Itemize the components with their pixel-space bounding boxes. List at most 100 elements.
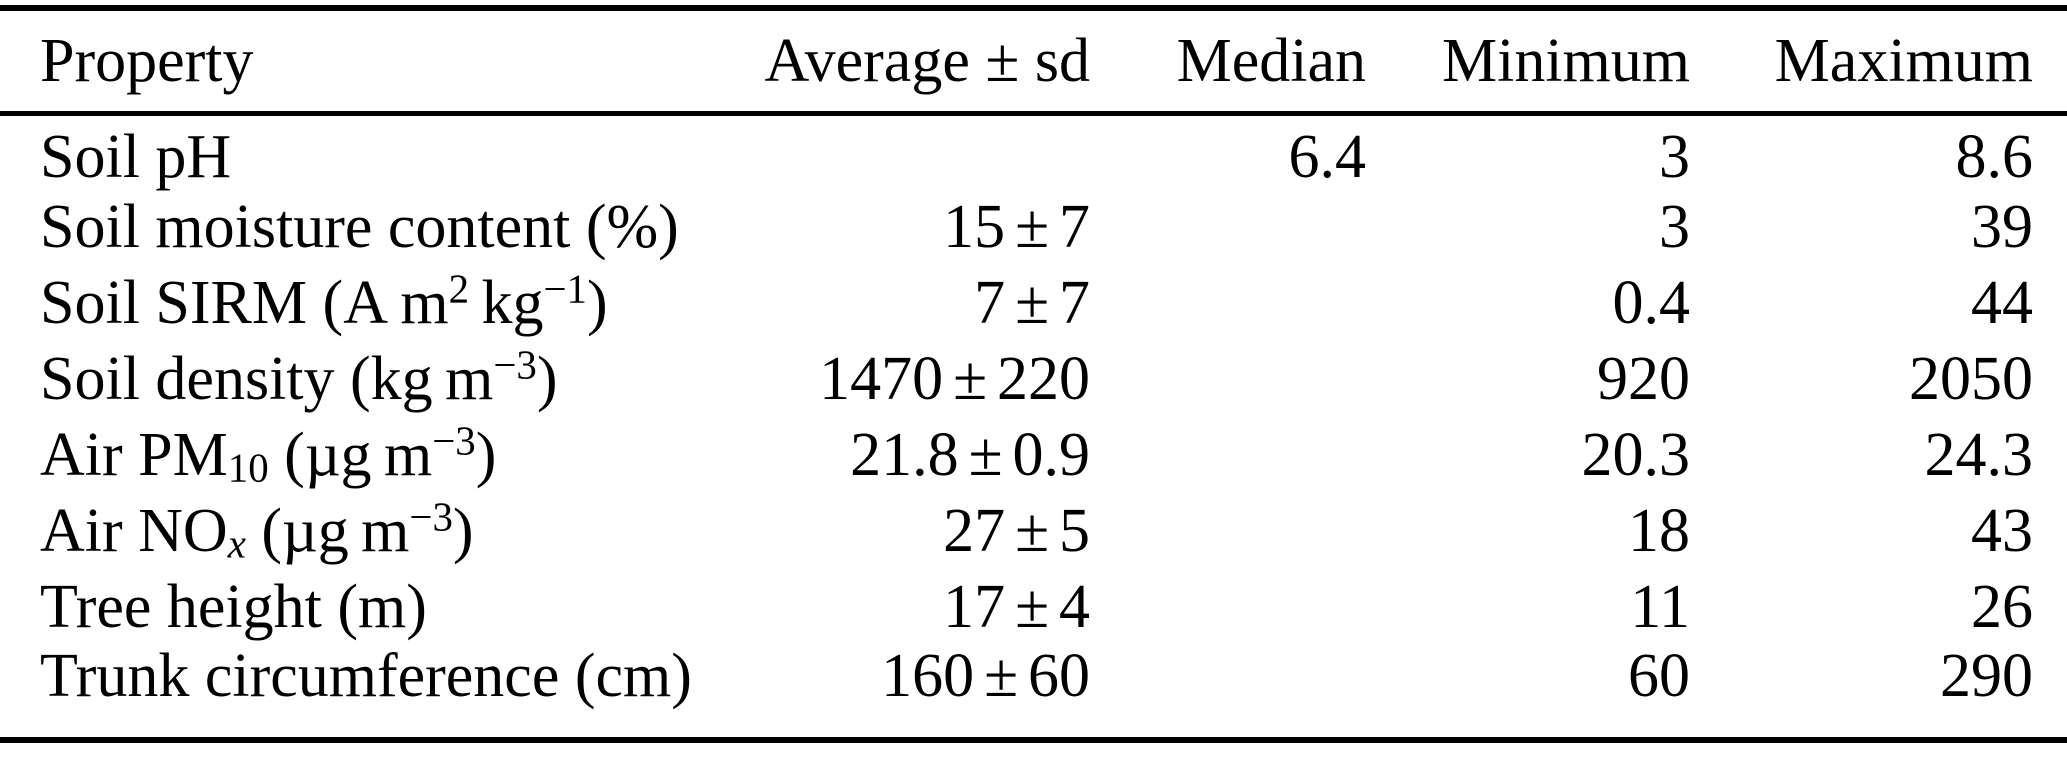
average-cell: 160 ±60 (740, 645, 1090, 740)
plus-minus: ± (1015, 573, 1050, 641)
average-value: 21.8 (850, 421, 959, 489)
minimum-cell: 920 (1597, 345, 1690, 413)
minimum-cell: 3 (1659, 123, 1690, 192)
plus-minus: ± (1015, 269, 1050, 337)
minimum-cell: 3 (1659, 193, 1690, 261)
median-cell (1090, 645, 1366, 740)
plus-minus: ± (953, 345, 988, 413)
superscript: −3 (493, 342, 537, 388)
maximum-cell: 290 (1940, 642, 2033, 710)
average-cell: 27 ±5 (740, 493, 1090, 569)
table-row: Soil pH 6.4 3 8.6 (0, 113, 2067, 189)
plus-minus: ± (1015, 193, 1050, 261)
average-value: 27 (943, 497, 1006, 565)
property-cell: Air PM10 (µg m−3) (0, 417, 740, 493)
table-row: Air NOx (µg m−3) 27 ±5 18 43 (0, 493, 2067, 569)
average-value: 160 (881, 642, 975, 710)
property-text: ) (452, 497, 474, 565)
header-row: Property Average ± sd Median Minimum Max… (0, 8, 2067, 113)
table-row: Soil density (kg m−3) 1470 ±220 920 2050 (0, 341, 2067, 417)
sd-value: 7 (1059, 193, 1090, 261)
property-text: ) (475, 421, 497, 489)
median-cell (1090, 569, 1366, 645)
maximum-cell: 2050 (1909, 345, 2033, 413)
sd-value: 7 (1059, 269, 1090, 337)
average-cell: 1470 ±220 (740, 341, 1090, 417)
property-cell: Soil moisture content (%) (0, 189, 740, 265)
paper-table-figure: Property Average ± sd Median Minimum Max… (0, 5, 2067, 743)
sd-value: 4 (1059, 573, 1090, 641)
average-cell: 7 ±7 (740, 265, 1090, 341)
subscript: x (227, 521, 246, 567)
superscript: −3 (432, 418, 476, 464)
superscript: −1 (543, 266, 588, 312)
property-cell: Trunk circumference (cm) (0, 645, 740, 740)
table-row: Tree height (m) 17 ±4 11 26 (0, 569, 2067, 645)
property-cell: Soil density (kg m−3) (0, 341, 740, 417)
property-text: ) (587, 269, 608, 337)
plus-minus: ± (1015, 497, 1050, 565)
property-text: Soil moisture content (%) (40, 193, 679, 261)
plus-minus: ± (984, 642, 1019, 710)
property-text: Air NO (40, 497, 228, 565)
sd-value: 60 (1028, 642, 1090, 710)
property-text: kg (469, 269, 544, 337)
average-value: 1470 (819, 345, 944, 413)
maximum-cell: 8.6 (1955, 123, 2034, 192)
column-header-property: Property (40, 26, 254, 95)
table-row: Soil moisture content (%) 15 ±7 3 39 (0, 189, 2067, 265)
table-row: Trunk circumference (cm) 160 ±60 60 290 (0, 645, 2067, 740)
maximum-cell: 24.3 (1924, 421, 2034, 489)
average-value: 17 (943, 573, 1006, 641)
property-text: Soil pH (40, 123, 232, 192)
average-value: 15 (943, 193, 1006, 261)
average-cell: 15 ±7 (740, 189, 1090, 265)
maximum-cell: 26 (1971, 573, 2033, 641)
minimum-cell: 20.3 (1581, 421, 1691, 489)
median-cell: 6.4 (1288, 123, 1367, 192)
column-header-minimum: Minimum (1441, 26, 1690, 95)
table-row: Soil SIRM (A m2 kg−1) 7 ±7 0.4 44 (0, 265, 2067, 341)
minimum-cell: 18 (1628, 497, 1690, 565)
minimum-cell: 60 (1628, 642, 1690, 710)
table-body: Soil pH 6.4 3 8.6 Soil moisture content (%) 1… (0, 113, 2067, 740)
average-value: 7 (974, 269, 1006, 337)
property-text: (µg m (268, 421, 433, 489)
superscript: −3 (409, 494, 453, 540)
property-text: Soil density (kg m (40, 345, 494, 413)
median-cell (1090, 189, 1366, 265)
column-header-median: Median (1176, 26, 1366, 95)
summary-statistics-table: Property Average ± sd Median Minimum Max… (0, 5, 2067, 743)
property-text: ) (536, 345, 558, 413)
property-text: Trunk circumference (cm) (40, 642, 692, 710)
maximum-cell: 44 (1971, 269, 2033, 337)
maximum-cell: 43 (1971, 497, 2033, 565)
property-cell: Air NOx (µg m−3) (0, 493, 740, 569)
sd-value: 220 (997, 345, 1090, 413)
property-text: Air PM (40, 421, 228, 489)
average-cell: 17 ±4 (740, 569, 1090, 645)
minimum-cell: 0.4 (1612, 269, 1691, 337)
plus-minus: ± (968, 421, 1003, 489)
property-cell: Soil pH (0, 113, 740, 189)
sd-value: 0.9 (1012, 421, 1091, 489)
median-cell (1090, 493, 1366, 569)
minimum-cell: 11 (1630, 573, 1690, 641)
property-text: (µg m (245, 497, 410, 565)
property-text: Tree height (m) (40, 573, 427, 641)
table-row: Air PM10 (µg m−3) 21.8 ±0.9 20.3 24.3 (0, 417, 2067, 493)
property-cell: Tree height (m) (0, 569, 740, 645)
median-cell (1090, 417, 1366, 493)
property-text: Soil SIRM (A m (40, 269, 449, 337)
column-header-maximum: Maximum (1774, 26, 2033, 95)
maximum-cell: 39 (1971, 193, 2033, 261)
superscript: 2 (448, 266, 470, 312)
column-header-average: Average ± sd (764, 26, 1090, 95)
median-cell (1090, 341, 1366, 417)
median-cell (1090, 265, 1366, 341)
average-cell: 21.8 ±0.9 (740, 417, 1090, 493)
sd-value: 5 (1059, 497, 1090, 565)
average-cell (740, 113, 1090, 189)
property-cell: Soil SIRM (A m2 kg−1) (0, 265, 740, 341)
subscript: 10 (227, 445, 269, 491)
